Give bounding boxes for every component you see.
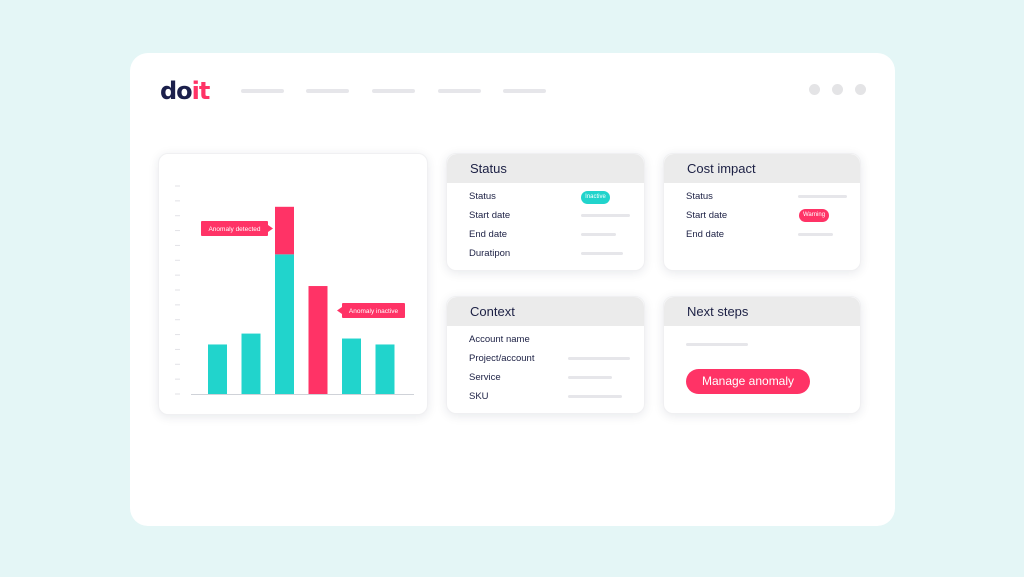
text-placeholder	[686, 343, 748, 346]
row-label: Project/account	[469, 353, 535, 364]
bar-anomaly	[308, 286, 328, 394]
row-label: Status	[686, 191, 713, 202]
nav-item-placeholder[interactable]	[372, 89, 415, 93]
card-title: Next steps	[664, 297, 860, 326]
row-label: Start date	[469, 210, 511, 221]
bar-normal	[241, 333, 261, 394]
value-placeholder	[798, 233, 833, 236]
value-placeholder	[798, 195, 847, 198]
window-control-dot[interactable]	[809, 84, 820, 95]
nav-item-placeholder[interactable]	[306, 89, 349, 93]
value-placeholder	[568, 357, 630, 360]
bar-normal	[375, 344, 395, 394]
nav-item-placeholder[interactable]	[503, 89, 546, 93]
context-card: Context Account name Project/account Ser…	[446, 296, 645, 414]
card-title: Context	[447, 297, 644, 326]
value-placeholder	[568, 395, 622, 398]
bar-normal	[208, 344, 227, 394]
warning-badge: Warning	[799, 209, 829, 222]
value-placeholder	[581, 252, 623, 255]
status-badge: Inactive	[581, 191, 610, 204]
value-placeholder	[568, 376, 612, 379]
anomaly-bar-chart: Anomaly detected Anomaly inactive	[175, 185, 414, 395]
value-placeholder	[581, 214, 630, 217]
annotation-box	[342, 303, 405, 318]
doit-logo[interactable]: doit	[160, 77, 210, 105]
window-control-dot[interactable]	[832, 84, 843, 95]
annotation-pointer	[268, 225, 273, 232]
value-placeholder	[581, 233, 616, 236]
row-label: End date	[469, 229, 508, 240]
nav-item-placeholder[interactable]	[438, 89, 481, 93]
annotation-label: Anomaly inactive	[349, 308, 399, 315]
row-label: Duratipon	[469, 248, 511, 259]
row-label: Status	[469, 191, 496, 202]
row-label: Service	[469, 372, 501, 383]
next-steps-card: Next steps Manage anomaly	[663, 296, 861, 414]
anomaly-chart-card: Anomaly detected Anomaly inactive	[158, 153, 428, 415]
row-label: SKU	[469, 391, 489, 402]
annotation-box	[201, 221, 268, 236]
manage-anomaly-button[interactable]: Manage anomaly	[686, 369, 810, 394]
row-label: End date	[686, 229, 725, 240]
row-label: Start date	[686, 210, 728, 221]
nav-item-placeholder[interactable]	[241, 89, 284, 93]
annotation-label: Anomaly detected	[208, 226, 260, 233]
bar-normal	[342, 338, 361, 394]
card-title: Status	[447, 154, 644, 183]
status-card: Status Status Inactive Start date End da…	[446, 153, 645, 271]
cost-impact-card: Cost impact Status Start date Warning En…	[663, 153, 861, 271]
window-control-dot[interactable]	[855, 84, 866, 95]
row-label: Account name	[469, 334, 530, 345]
bar-anomaly	[275, 206, 294, 255]
annotation-pointer	[337, 307, 342, 314]
bar-normal	[275, 254, 294, 394]
card-title: Cost impact	[664, 154, 860, 183]
